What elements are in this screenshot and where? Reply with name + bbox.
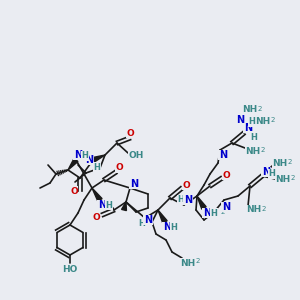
- Text: HO: HO: [62, 265, 78, 274]
- Text: 2: 2: [221, 209, 225, 215]
- Text: 2: 2: [288, 159, 292, 165]
- Text: NH: NH: [246, 206, 262, 214]
- Text: N: N: [244, 123, 252, 133]
- Polygon shape: [197, 196, 206, 209]
- Text: H: H: [250, 134, 257, 142]
- Text: OH: OH: [128, 151, 144, 160]
- Polygon shape: [92, 188, 102, 201]
- Text: NH: NH: [245, 146, 261, 155]
- Text: NH: NH: [255, 116, 271, 125]
- Text: N: N: [222, 202, 230, 212]
- Text: O: O: [182, 181, 190, 190]
- Text: O: O: [70, 187, 78, 196]
- Polygon shape: [92, 155, 105, 162]
- Text: N: N: [203, 208, 211, 218]
- Text: H: H: [178, 196, 184, 205]
- Text: NH: NH: [180, 259, 196, 268]
- Text: NH: NH: [272, 158, 288, 167]
- Text: N: N: [236, 115, 244, 125]
- Text: O: O: [92, 212, 100, 221]
- Text: N: N: [219, 150, 227, 160]
- Text: H: H: [82, 152, 88, 160]
- Text: H: H: [268, 169, 275, 178]
- Text: H: H: [106, 200, 112, 209]
- Text: H: H: [211, 208, 218, 217]
- Text: N: N: [262, 167, 270, 177]
- Polygon shape: [158, 210, 167, 223]
- Text: H: H: [94, 163, 100, 172]
- Text: N: N: [184, 195, 192, 205]
- Polygon shape: [68, 158, 78, 170]
- Text: N: N: [130, 179, 138, 189]
- Text: H: H: [171, 223, 177, 232]
- Text: NH: NH: [275, 175, 291, 184]
- Text: N: N: [85, 155, 93, 165]
- Polygon shape: [122, 202, 126, 211]
- Text: 2: 2: [261, 147, 266, 153]
- Text: O: O: [222, 170, 230, 179]
- Text: 2: 2: [291, 175, 296, 181]
- Text: 2: 2: [262, 206, 266, 212]
- Text: O: O: [115, 164, 123, 172]
- Text: 2: 2: [271, 117, 275, 123]
- Text: O: O: [126, 128, 134, 137]
- Text: N: N: [74, 150, 82, 160]
- Text: H: H: [249, 118, 255, 127]
- Text: 2: 2: [196, 258, 200, 264]
- Text: N: N: [144, 215, 152, 225]
- Text: N: N: [98, 200, 106, 210]
- Text: 2: 2: [258, 106, 262, 112]
- Text: NH: NH: [242, 106, 258, 115]
- Text: N: N: [163, 222, 171, 232]
- Text: H: H: [139, 218, 145, 227]
